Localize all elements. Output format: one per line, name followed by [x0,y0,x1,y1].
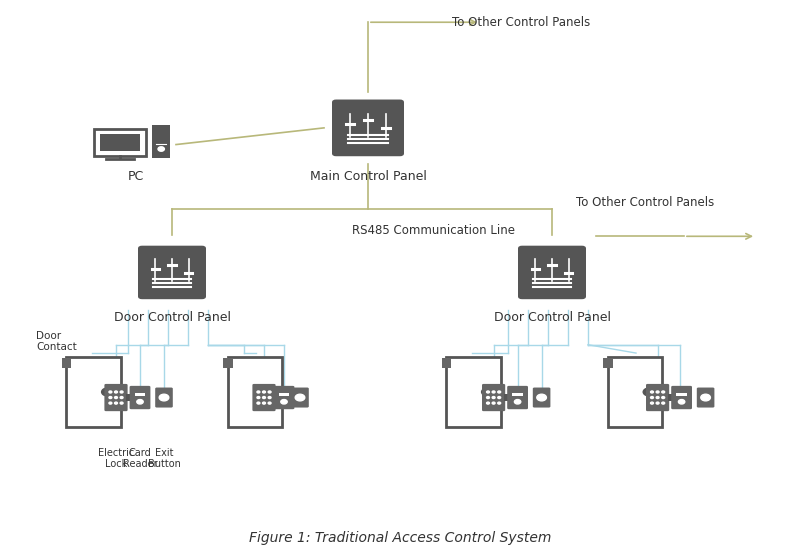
Circle shape [114,402,118,404]
Circle shape [263,388,274,396]
Circle shape [514,400,521,404]
Circle shape [262,391,266,393]
Text: Main Control Panel: Main Control Panel [310,170,426,182]
FancyBboxPatch shape [646,384,670,411]
Circle shape [109,402,112,404]
Circle shape [120,402,123,404]
Circle shape [492,396,495,399]
Circle shape [650,391,654,393]
Text: To Other Control Panels: To Other Control Panels [576,196,714,210]
Circle shape [114,396,118,399]
Circle shape [498,396,501,399]
Text: To Other Control Panels: To Other Control Panels [452,16,590,29]
Bar [62,359,71,369]
Circle shape [701,394,710,401]
Circle shape [257,402,260,404]
Circle shape [120,396,123,399]
Bar [603,359,613,369]
Circle shape [656,391,659,393]
Circle shape [650,396,654,399]
Circle shape [498,402,501,404]
Bar [676,393,687,396]
Bar [442,359,451,369]
Bar [101,133,139,151]
Circle shape [257,391,260,393]
Text: Door Control Panel: Door Control Panel [114,311,230,324]
FancyBboxPatch shape [104,384,127,411]
Text: PC: PC [128,170,144,182]
Circle shape [114,391,118,393]
FancyBboxPatch shape [507,386,528,409]
Circle shape [537,394,546,401]
Text: Card
Reader: Card Reader [122,448,158,469]
Circle shape [492,402,495,404]
Circle shape [295,394,305,401]
Circle shape [268,391,271,393]
Circle shape [257,396,260,399]
Circle shape [109,396,112,399]
FancyBboxPatch shape [274,386,294,409]
Bar [274,394,286,401]
Circle shape [486,402,490,404]
Bar [667,394,680,401]
Circle shape [109,391,112,393]
Circle shape [159,394,169,401]
Circle shape [102,388,113,396]
Circle shape [268,396,271,399]
FancyBboxPatch shape [130,386,150,409]
Circle shape [662,396,665,399]
Circle shape [281,400,287,404]
Circle shape [262,402,266,404]
Text: RS485 Communication Line: RS485 Communication Line [352,224,515,237]
Circle shape [486,396,490,399]
Circle shape [662,391,665,393]
FancyBboxPatch shape [155,388,173,408]
FancyBboxPatch shape [671,386,692,409]
Circle shape [262,396,266,399]
Bar [228,358,282,427]
FancyBboxPatch shape [518,246,586,299]
FancyBboxPatch shape [482,384,506,411]
Bar [278,393,290,396]
Circle shape [158,147,165,151]
Circle shape [492,391,495,393]
Text: Electric
Lock: Electric Lock [98,448,134,469]
Bar [223,359,233,369]
Circle shape [662,402,665,404]
Circle shape [656,402,659,404]
Circle shape [643,388,654,396]
Circle shape [482,388,493,396]
Bar [134,393,146,396]
Bar [446,358,501,427]
Circle shape [650,402,654,404]
Circle shape [656,396,659,399]
Circle shape [137,400,143,404]
FancyBboxPatch shape [533,388,550,408]
Bar [608,358,662,427]
Circle shape [120,391,123,393]
FancyBboxPatch shape [332,100,404,156]
Circle shape [486,391,490,393]
Circle shape [268,402,271,404]
Text: Door Control Panel: Door Control Panel [494,311,610,324]
FancyBboxPatch shape [138,246,206,299]
Circle shape [678,400,685,404]
FancyBboxPatch shape [253,384,275,411]
FancyBboxPatch shape [291,388,309,408]
Bar [504,394,516,401]
Bar [152,125,170,158]
Text: Exit
Button: Exit Button [147,448,181,469]
Bar [94,129,146,156]
Bar [512,393,523,396]
Circle shape [498,391,501,393]
Text: Figure 1: Traditional Access Control System: Figure 1: Traditional Access Control Sys… [249,531,551,545]
FancyBboxPatch shape [697,388,714,408]
Bar [126,394,138,401]
Bar [66,358,121,427]
Text: Door
Contact: Door Contact [36,331,77,353]
